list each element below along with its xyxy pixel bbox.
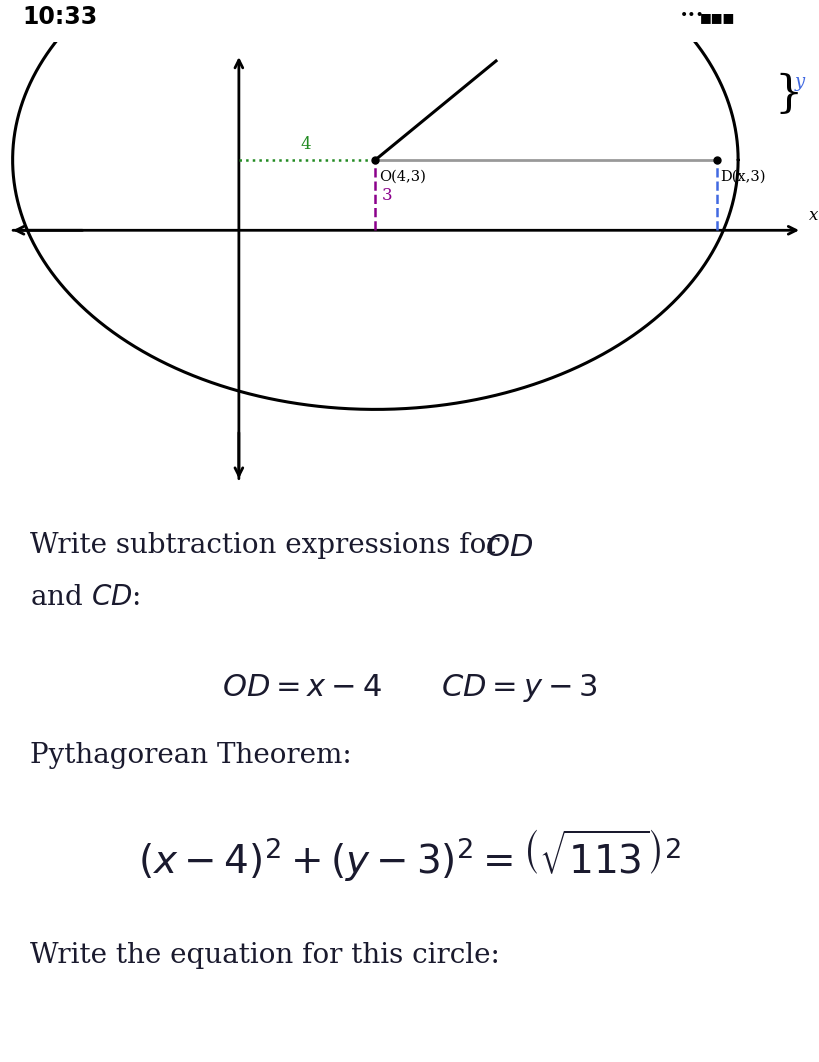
- Text: 10:33: 10:33: [22, 5, 97, 29]
- Text: }: }: [775, 72, 803, 116]
- Text: x: x: [808, 207, 818, 224]
- Text: O(4,3): O(4,3): [378, 169, 426, 184]
- Text: ■■■: ■■■: [700, 11, 735, 23]
- Text: Write subtraction expressions for: Write subtraction expressions for: [30, 532, 509, 560]
- Text: Write the equation for this circle:: Write the equation for this circle:: [30, 942, 500, 970]
- Text: 4: 4: [301, 136, 311, 153]
- Text: D(x,3): D(x,3): [720, 169, 766, 184]
- Text: Pythagorean Theorem:: Pythagorean Theorem:: [30, 742, 351, 769]
- Text: •••: •••: [680, 8, 705, 22]
- Text: and $\mathit{CD}$:: and $\mathit{CD}$:: [30, 584, 140, 612]
- Text: $\mathit{OD}$: $\mathit{OD}$: [485, 532, 533, 564]
- Text: $\mathit{OD} = x - 4 \qquad \mathit{CD} = y - 3$: $\mathit{OD} = x - 4 \qquad \mathit{CD} …: [222, 672, 598, 704]
- Text: y: y: [795, 73, 805, 91]
- Text: 3: 3: [382, 187, 392, 204]
- Text: $\left(x - 4\right)^{2} + \left(y - 3\right)^{2} = \left(\sqrt{113}\right)^{2}$: $\left(x - 4\right)^{2} + \left(y - 3\ri…: [138, 827, 681, 884]
